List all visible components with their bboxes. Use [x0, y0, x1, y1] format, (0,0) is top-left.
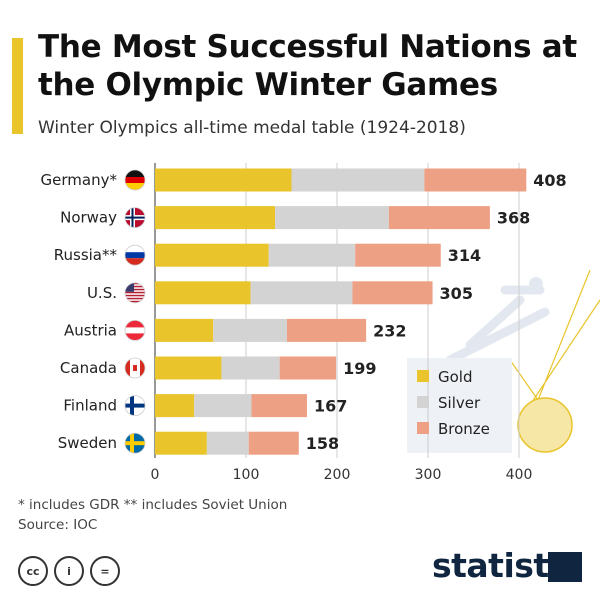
category-label: Sweden [58, 434, 117, 452]
us-flag-icon-part [125, 297, 145, 300]
category-label: Canada [60, 359, 117, 377]
bar-silver [291, 168, 425, 192]
austria-flag-icon-part [125, 327, 145, 334]
austria-flag-icon [124, 319, 146, 341]
total-label: 368 [497, 209, 530, 228]
canada-flag-icon-part [125, 358, 130, 378]
bar-bronze [352, 281, 433, 305]
bar-bronze [286, 318, 367, 342]
russia-flag-icon-part [125, 252, 145, 259]
equals-icon: = [90, 556, 120, 586]
canada-flag-icon [124, 357, 146, 379]
bar-gold [155, 281, 251, 305]
bar-silver [206, 431, 249, 455]
us-flag-icon-part [125, 294, 145, 297]
x-tick-label: 0 [151, 467, 160, 483]
finland-flag-icon [124, 395, 146, 417]
legend-label: Bronze [438, 420, 490, 438]
x-tick-label: 300 [415, 467, 442, 483]
bar-silver [250, 281, 353, 305]
legend-swatch-silver [417, 396, 429, 408]
subtitle: Winter Olympics all-time medal table (19… [38, 118, 466, 138]
sweden-flag-icon [124, 432, 146, 454]
us-flag-icon-part [125, 300, 145, 303]
bar-silver [194, 394, 252, 418]
cc-icon: cc [18, 556, 48, 586]
footnote: * includes GDR ** includes Soviet Union [18, 497, 288, 513]
germany-flag-icon [124, 169, 146, 191]
source: Source: IOC [18, 517, 98, 533]
bar-gold [155, 243, 269, 267]
germany-flag-icon-part [125, 170, 145, 177]
us-flag-icon-part [125, 282, 145, 285]
bar-bronze [424, 168, 527, 192]
bar-silver [221, 356, 280, 380]
x-tick-label: 400 [506, 467, 533, 483]
category-label: Norway [60, 209, 117, 227]
legend-swatch-bronze [417, 422, 429, 434]
x-tick-label: 100 [233, 467, 260, 483]
norway-flag-icon [124, 207, 146, 229]
person-icon: i [54, 556, 84, 586]
sweden-flag-icon-part [125, 441, 145, 446]
total-label: 408 [533, 171, 566, 190]
bar-gold [155, 431, 207, 455]
bar-gold [155, 168, 292, 192]
total-label: 158 [306, 434, 339, 453]
total-label: 232 [373, 321, 406, 340]
bar-silver [213, 318, 287, 342]
statista-logo: statista [432, 546, 571, 585]
norway-flag-icon-part [125, 216, 145, 219]
germany-flag-icon-part [125, 177, 145, 183]
bar-bronze [248, 431, 299, 455]
category-label: Finland [63, 397, 117, 415]
ski-jumper-head [529, 277, 543, 291]
bar-gold [155, 206, 276, 230]
legend-swatch-gold [417, 370, 429, 382]
x-tick-label: 200 [324, 467, 351, 483]
russia-flag-icon [124, 244, 146, 266]
medal-icon [517, 397, 573, 453]
russia-flag-icon-part [125, 258, 145, 266]
page-title: The Most Successful Nations at the Olymp… [38, 29, 577, 103]
category-label: Austria [64, 321, 117, 339]
category-label: Russia** [54, 246, 118, 264]
bar-gold [155, 394, 195, 418]
title-accent-bar [12, 38, 23, 134]
bar-bronze [279, 356, 337, 380]
bar-gold [155, 356, 222, 380]
us-flag-icon-part [125, 288, 145, 291]
bar-silver [268, 243, 356, 267]
bar-bronze [251, 394, 307, 418]
legend-label: Gold [438, 368, 473, 386]
canada-flag-icon-part [133, 365, 137, 371]
us-flag-icon-part [125, 291, 145, 294]
us-flag-icon-part [125, 285, 145, 288]
canada-flag-icon-part [140, 358, 145, 378]
bar-silver [275, 206, 389, 230]
total-label: 314 [448, 246, 481, 265]
category-label: U.S. [87, 284, 117, 302]
bar-gold [155, 318, 214, 342]
statista-logo-mark [548, 552, 582, 582]
legend-label: Silver [438, 394, 481, 412]
total-label: 305 [440, 284, 473, 303]
bar-bronze [355, 243, 441, 267]
category-label: Germany* [41, 171, 118, 189]
total-label: 167 [314, 397, 347, 416]
us-flag-icon-part [125, 282, 134, 292]
total-label: 199 [343, 359, 376, 378]
russia-flag-icon-part [125, 245, 145, 253]
bar-bronze [388, 206, 490, 230]
finland-flag-icon-part [125, 403, 145, 408]
germany-flag-icon-part [125, 183, 145, 190]
us-flag-icon [124, 282, 146, 304]
